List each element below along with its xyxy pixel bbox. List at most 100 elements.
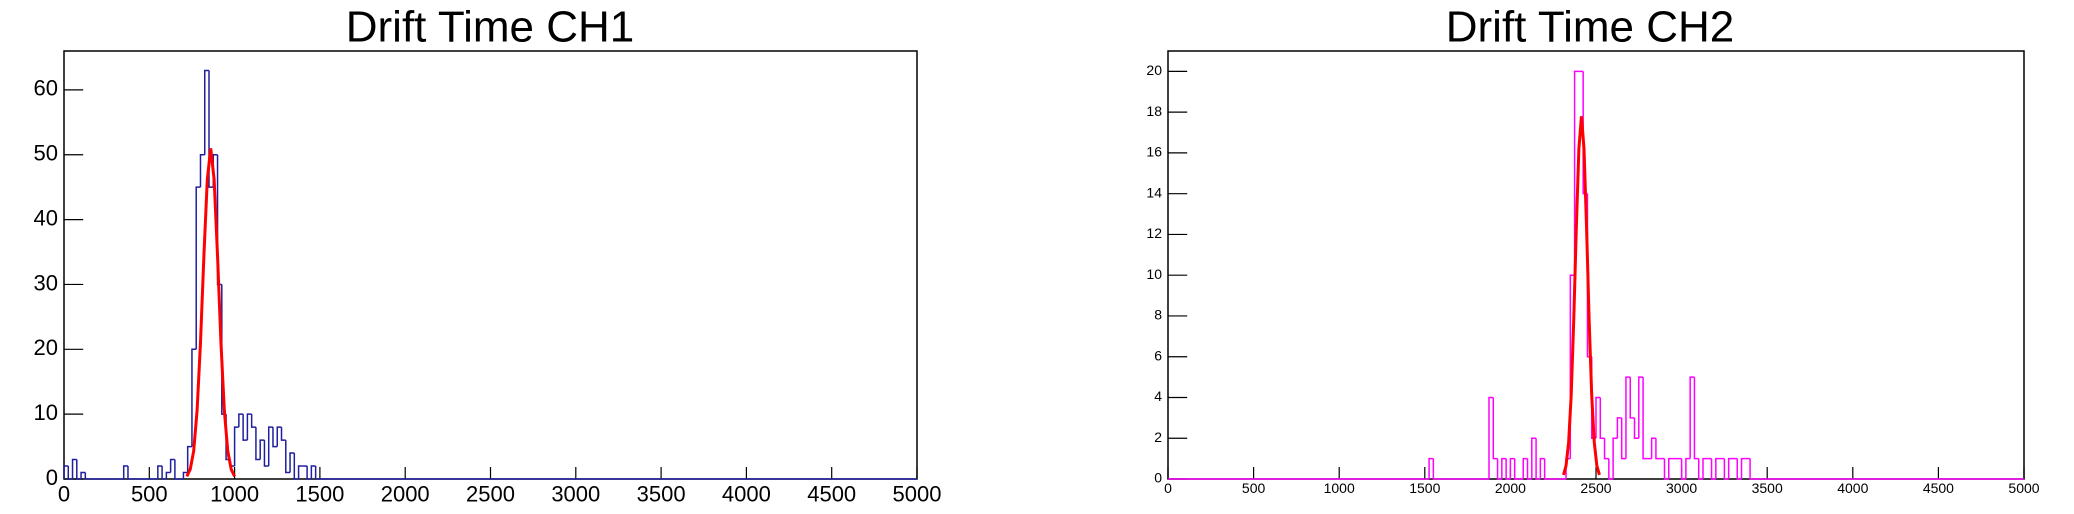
histogram-bin [1603,438,1609,460]
histogram-bin [1723,458,1729,480]
x-tick-label: 500 [1242,480,1266,496]
histogram-bin [63,465,69,479]
fit-curve [1562,116,1601,476]
y-tick-label: 50 [34,141,58,166]
x-tick-label: 1000 [210,481,259,506]
x-tick-label: 3000 [1666,480,1697,496]
histogram-bin [310,465,316,479]
histogram-bin [276,426,282,447]
histogram-bin [1715,457,1721,479]
y-tick-label: 40 [34,205,58,230]
histogram-bin [1612,437,1618,479]
histogram-bin [1633,417,1639,439]
x-tick-label: 4000 [722,481,771,506]
histogram-bin [1496,458,1502,480]
histogram-bin [186,445,192,473]
histogram-bin [1655,438,1661,460]
y-tick-label: 20 [34,335,58,360]
histogram-bin [285,440,291,474]
y-tick-label: 10 [1146,266,1162,282]
histogram-bin [272,427,278,448]
histogram-bin [1702,457,1708,479]
x-tick-label: 1000 [1324,480,1355,496]
histogram-bin [1642,377,1648,460]
histogram-bin [1432,458,1438,480]
histogram-bin [1680,458,1686,480]
x-tick-label: 5000 [893,481,942,506]
histogram-bin [267,426,273,467]
y-tick-label: 6 [1154,347,1162,363]
histogram-bin [242,414,248,441]
y-tick-label: 0 [46,465,58,490]
histogram-bin [1620,417,1626,460]
histogram-bin [1522,457,1528,479]
histogram-bin [1693,377,1699,460]
y-tick-label: 30 [34,270,58,295]
y-tick-label: 60 [34,76,58,101]
histogram-bin [195,186,201,350]
y-tick-label: 14 [1146,184,1162,200]
histogram-bin [293,453,299,480]
x-tick-label: 2500 [1580,480,1611,496]
histogram-bin [1685,457,1691,479]
x-tick-label: 0 [1164,480,1172,496]
histogram-bin [203,69,210,155]
histogram-bin [84,472,90,480]
y-tick-label: 0 [1154,470,1162,486]
histogram-panel: Drift Time CH2 0 500 1000 1500 2000 2500 3000 35… [1146,3,2039,497]
histogram-bin [314,466,320,480]
histogram-bin [263,440,269,467]
y-tick-label: 18 [1146,103,1162,119]
histogram-bin [1535,438,1541,480]
histogram-bin [1625,376,1631,459]
histogram-bin [191,348,197,447]
histogram-bin [80,471,86,479]
y-tick-label: 20 [1146,62,1162,78]
histogram-bin [208,70,214,188]
x-tick-label: 2000 [1495,480,1526,496]
histogram-bin [259,439,265,460]
x-tick-label: 1500 [1409,480,1440,496]
histogram-bin [1697,458,1703,480]
histogram-bin [122,465,128,479]
y-tick-label: 4 [1154,388,1162,404]
histogram-bin [1710,458,1716,480]
x-tick-label: 0 [58,481,70,506]
chart-title: Drift Time CH1 [346,3,634,52]
histogram-bin [1488,396,1494,479]
histogram-bin [289,452,295,473]
histogram-bin [255,427,261,461]
histogram-bin [67,466,73,480]
histogram-bin [1749,458,1755,480]
histogram-bin [1616,417,1622,439]
x-tick-label: 3000 [551,481,600,506]
histogram-bin [246,413,252,441]
y-tick-label: 2 [1154,429,1162,445]
histogram-bin [127,466,133,480]
histogram-bin [71,458,77,479]
histogram-bin [238,413,244,428]
x-tick-label: 1500 [295,481,344,506]
histogram-bin [1650,437,1656,459]
histogram-bin [1599,397,1605,439]
histogram-bin [1428,457,1434,479]
x-tick-label: 4000 [1837,480,1868,496]
histogram-bin [1573,70,1579,276]
histogram-bin [1539,457,1545,479]
histogram-bin [250,414,256,428]
histogram-bin [169,458,175,473]
histogram-bin [1740,457,1746,479]
histogram-bin [1668,457,1674,479]
histogram-bin [1736,458,1742,480]
histogram-bin [1513,458,1519,480]
histogram-bin [1543,458,1549,480]
histogram-bin [1689,376,1695,459]
histogram-bin [233,426,239,467]
x-tick-label: 4500 [1923,480,1954,496]
histogram-bin [297,465,303,479]
x-tick-label: 2000 [381,481,430,506]
histogram-bin [1608,458,1614,480]
histogram-bin [1505,458,1511,480]
